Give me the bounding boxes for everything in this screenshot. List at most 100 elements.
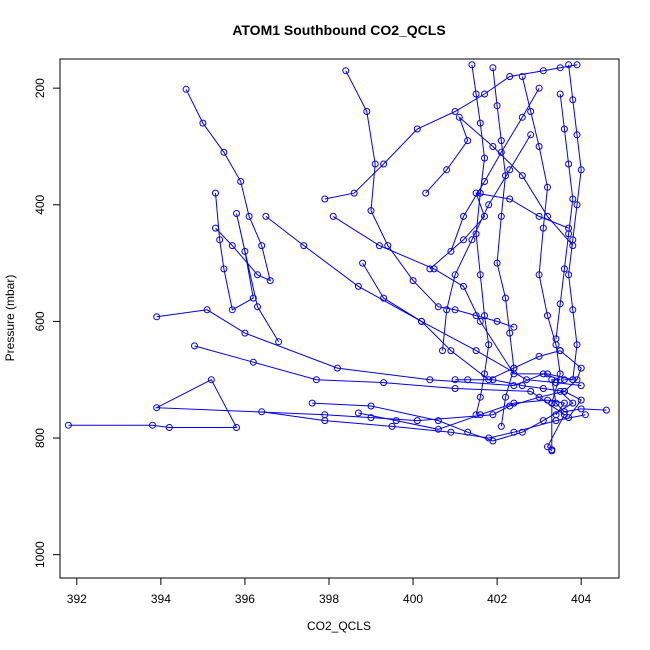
data-point xyxy=(560,399,568,407)
data-point xyxy=(506,329,514,337)
data-point xyxy=(577,382,585,390)
data-point xyxy=(451,376,459,384)
series-line xyxy=(362,262,561,381)
data-point xyxy=(544,183,551,191)
data-point xyxy=(560,265,568,273)
data-point xyxy=(544,370,551,378)
series-5 xyxy=(262,212,585,390)
series-21 xyxy=(439,131,535,355)
data-point xyxy=(497,137,505,145)
data-point xyxy=(556,370,564,378)
series-line xyxy=(471,64,490,415)
data-point xyxy=(539,417,547,425)
data-point xyxy=(262,212,270,220)
data-point xyxy=(228,242,236,250)
data-point xyxy=(447,428,455,436)
data-point xyxy=(266,277,274,285)
x-tick-label: 396 xyxy=(235,592,255,606)
data-point xyxy=(363,108,371,115)
data-point xyxy=(493,259,501,267)
data-point xyxy=(367,207,375,215)
data-point xyxy=(443,306,451,314)
data-point xyxy=(258,408,266,416)
data-point xyxy=(497,212,505,220)
data-point xyxy=(413,417,421,425)
data-point xyxy=(506,73,514,80)
series-line xyxy=(265,216,582,387)
data-point xyxy=(245,212,253,220)
data-point xyxy=(468,236,476,244)
y-tick-label: 400 xyxy=(33,194,47,214)
data-point xyxy=(434,425,442,433)
data-point xyxy=(573,131,581,139)
data-point xyxy=(237,178,245,185)
data-point xyxy=(560,387,568,395)
data-point xyxy=(199,119,207,127)
data-point xyxy=(451,271,459,279)
data-point xyxy=(212,189,219,197)
data-point xyxy=(544,312,551,320)
data-point xyxy=(476,393,484,401)
series-line xyxy=(568,64,582,380)
series-7 xyxy=(308,387,577,445)
y-tick-label: 800 xyxy=(33,428,47,448)
data-point xyxy=(233,210,240,217)
data-point xyxy=(502,393,509,401)
data-point xyxy=(577,364,585,372)
data-point xyxy=(535,143,543,150)
data-point xyxy=(518,113,526,121)
data-point xyxy=(502,294,509,302)
data-point xyxy=(165,424,173,431)
data-point xyxy=(552,335,560,343)
data-point xyxy=(207,376,215,384)
data-point xyxy=(203,306,211,314)
data-point xyxy=(569,195,577,203)
data-point xyxy=(493,102,501,110)
series-layer xyxy=(64,61,610,455)
data-point xyxy=(481,90,488,98)
series-16 xyxy=(518,73,564,454)
data-point xyxy=(489,64,497,72)
series-22 xyxy=(447,84,543,255)
data-point xyxy=(455,113,463,121)
data-point xyxy=(552,411,560,419)
x-axis-label: CO2_QCLS xyxy=(307,619,371,633)
data-point xyxy=(573,201,581,209)
data-point xyxy=(510,364,518,372)
data-point xyxy=(321,417,329,425)
series-18 xyxy=(552,90,577,343)
data-point xyxy=(535,84,543,92)
data-point xyxy=(510,399,518,407)
data-point xyxy=(535,212,543,220)
data-point xyxy=(312,376,320,384)
data-point xyxy=(182,85,190,93)
data-point xyxy=(468,61,476,69)
x-axis: 392 394 396 398 400 402 404 xyxy=(67,578,592,606)
series-line xyxy=(215,193,280,343)
data-point xyxy=(472,90,480,98)
data-point xyxy=(577,396,585,404)
data-point xyxy=(451,385,459,392)
series-line xyxy=(429,192,569,270)
data-point xyxy=(241,247,249,255)
x-tick-label: 402 xyxy=(487,592,507,606)
data-point xyxy=(489,411,497,419)
data-point xyxy=(569,376,577,384)
data-point xyxy=(510,323,518,331)
data-point xyxy=(569,96,577,104)
series-12 xyxy=(422,113,577,250)
data-point xyxy=(481,312,488,320)
data-point xyxy=(426,265,434,273)
data-point xyxy=(552,379,560,387)
data-point xyxy=(602,406,610,414)
data-point xyxy=(489,437,497,445)
data-point xyxy=(254,303,261,311)
data-point xyxy=(577,166,585,174)
data-point xyxy=(464,137,472,145)
series-line xyxy=(521,76,561,450)
data-point xyxy=(552,399,560,407)
data-point xyxy=(254,271,261,279)
data-point xyxy=(258,242,266,250)
data-point xyxy=(354,282,362,290)
data-point xyxy=(506,166,514,174)
